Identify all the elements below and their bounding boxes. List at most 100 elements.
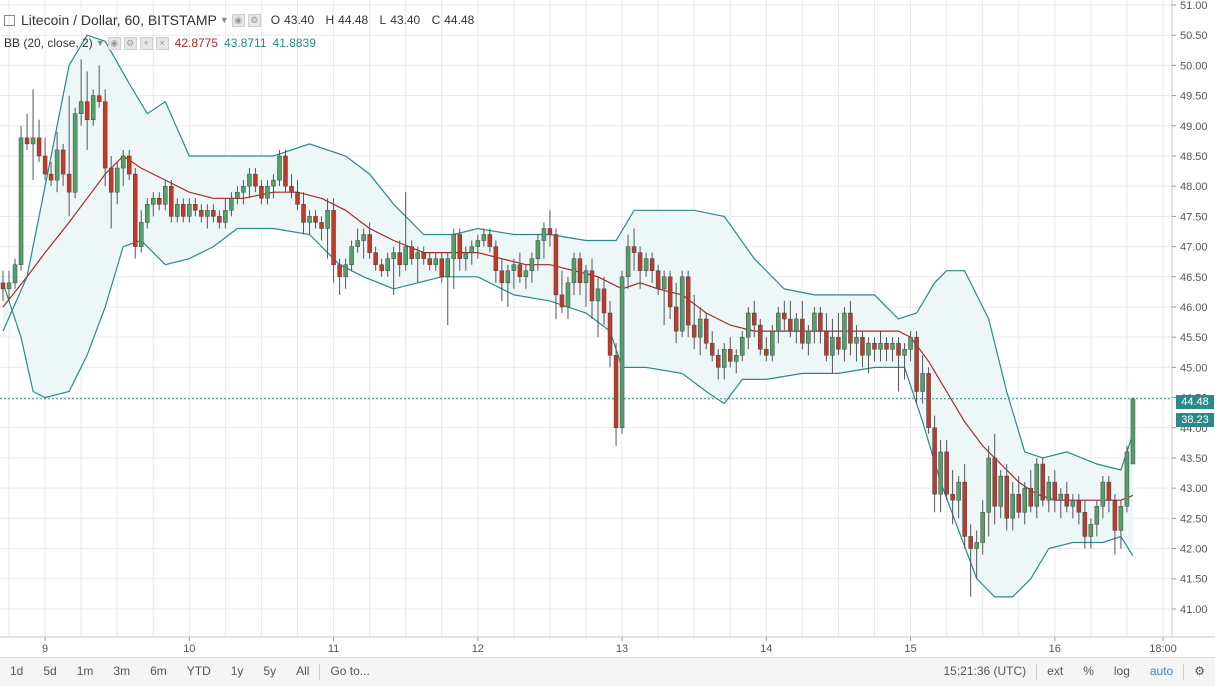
candle bbox=[619, 270, 625, 434]
candle-body bbox=[1046, 481, 1052, 501]
candle bbox=[397, 240, 402, 277]
candle bbox=[1046, 476, 1052, 513]
candle bbox=[481, 228, 487, 247]
range-1m[interactable]: 1m bbox=[76, 664, 94, 678]
candle-body bbox=[992, 457, 997, 507]
candle bbox=[758, 319, 763, 356]
candle-body bbox=[740, 336, 745, 356]
candle-body bbox=[734, 355, 739, 362]
price-axis-label: 48.00 bbox=[1180, 181, 1208, 193]
candle bbox=[493, 240, 499, 283]
price-axis-label: 43.50 bbox=[1180, 453, 1208, 465]
candle-body bbox=[90, 95, 96, 120]
candle bbox=[902, 343, 907, 380]
candle bbox=[565, 276, 571, 320]
candle bbox=[235, 186, 240, 205]
add-icon[interactable]: + bbox=[139, 36, 153, 50]
candle-body bbox=[806, 330, 811, 344]
candle bbox=[307, 210, 312, 235]
candle bbox=[962, 463, 967, 549]
candle-body bbox=[1070, 499, 1076, 507]
price-chart[interactable]: 41.0041.5042.0042.5043.0043.5044.0044.50… bbox=[0, 0, 1215, 657]
eye-icon[interactable]: ◉ bbox=[107, 36, 121, 50]
candle-body bbox=[649, 258, 655, 271]
candle bbox=[126, 149, 132, 181]
close-icon[interactable]: × bbox=[155, 36, 169, 50]
candle-body bbox=[553, 234, 559, 296]
candle-body bbox=[271, 179, 276, 187]
price-axis-label: 41.50 bbox=[1180, 574, 1208, 586]
symbol-title[interactable]: Litecoin / Dollar, 60, BITSTAMP bbox=[21, 12, 217, 28]
candle-body bbox=[259, 185, 264, 199]
candle-body bbox=[1034, 463, 1040, 507]
chevron-down-icon[interactable]: ▼ bbox=[95, 38, 105, 48]
candle bbox=[697, 306, 703, 356]
candle-body bbox=[920, 373, 925, 392]
candle-body bbox=[499, 270, 505, 284]
range-3m[interactable]: 3m bbox=[113, 664, 131, 678]
candle-body bbox=[860, 336, 865, 356]
price-axis-label: 48.50 bbox=[1180, 151, 1208, 163]
goto-button[interactable]: Go to... bbox=[330, 664, 370, 678]
chevron-down-icon[interactable]: ▼ bbox=[219, 15, 229, 25]
candle bbox=[1088, 518, 1094, 549]
toggle-percent[interactable]: % bbox=[1083, 664, 1094, 678]
candle-body bbox=[96, 95, 102, 102]
candle-body bbox=[776, 312, 781, 332]
candle bbox=[283, 149, 288, 193]
candle bbox=[313, 210, 318, 229]
candle bbox=[54, 131, 60, 193]
candle bbox=[241, 180, 246, 205]
toggle-log[interactable]: log bbox=[1113, 664, 1130, 678]
candle-body bbox=[325, 210, 330, 229]
candle-body bbox=[565, 282, 571, 308]
candle bbox=[295, 180, 300, 211]
collapse-legend-icon[interactable] bbox=[4, 14, 15, 26]
gear-icon[interactable]: ⚙ bbox=[1194, 664, 1205, 678]
toggle-auto[interactable]: auto bbox=[1149, 664, 1174, 678]
candle bbox=[679, 270, 685, 338]
settings-icon[interactable]: ⚙ bbox=[247, 13, 261, 27]
candle-body bbox=[758, 324, 763, 350]
candle bbox=[138, 210, 144, 253]
candle-body bbox=[1100, 481, 1106, 507]
candle bbox=[108, 155, 114, 229]
price-axis-bg bbox=[1172, 0, 1215, 637]
candle bbox=[181, 198, 186, 223]
range-1y[interactable]: 1y bbox=[230, 664, 244, 678]
candle bbox=[896, 337, 901, 392]
settings-icon[interactable]: ⚙ bbox=[123, 36, 137, 50]
candle bbox=[1112, 494, 1118, 555]
candle-body bbox=[241, 185, 246, 193]
bb-upper-value: 43.8711 bbox=[224, 36, 267, 50]
candle bbox=[169, 180, 174, 223]
candle-body bbox=[541, 228, 547, 241]
candle bbox=[18, 125, 24, 271]
range-5y[interactable]: 5y bbox=[263, 664, 277, 678]
candle-body bbox=[60, 149, 66, 175]
candle-body bbox=[421, 252, 426, 259]
price-axis-label: 43.00 bbox=[1180, 483, 1208, 495]
toggle-ext[interactable]: ext bbox=[1047, 664, 1064, 678]
candle bbox=[145, 198, 150, 229]
range-5d[interactable]: 5d bbox=[43, 664, 57, 678]
range-6m[interactable]: 6m bbox=[150, 664, 167, 678]
bb-indicator-label[interactable]: BB (20, close, 2) bbox=[4, 36, 93, 50]
candle bbox=[601, 276, 607, 326]
candle-body bbox=[625, 246, 631, 278]
candle-body bbox=[511, 264, 517, 271]
eye-icon[interactable]: ◉ bbox=[231, 13, 245, 27]
candle bbox=[1130, 397, 1136, 465]
candle-body bbox=[132, 173, 138, 247]
candle-body bbox=[589, 270, 595, 302]
candle bbox=[1106, 476, 1112, 513]
candle-body bbox=[517, 264, 523, 278]
range-1d[interactable]: 1d bbox=[10, 664, 24, 678]
candle-body bbox=[1040, 463, 1046, 501]
candle bbox=[319, 216, 324, 241]
bb-basis-value: 42.8775 bbox=[174, 36, 219, 50]
candle bbox=[950, 470, 955, 525]
range-ytd[interactable]: YTD bbox=[186, 664, 211, 678]
candle-body bbox=[211, 210, 216, 217]
range-all[interactable]: All bbox=[296, 664, 310, 678]
